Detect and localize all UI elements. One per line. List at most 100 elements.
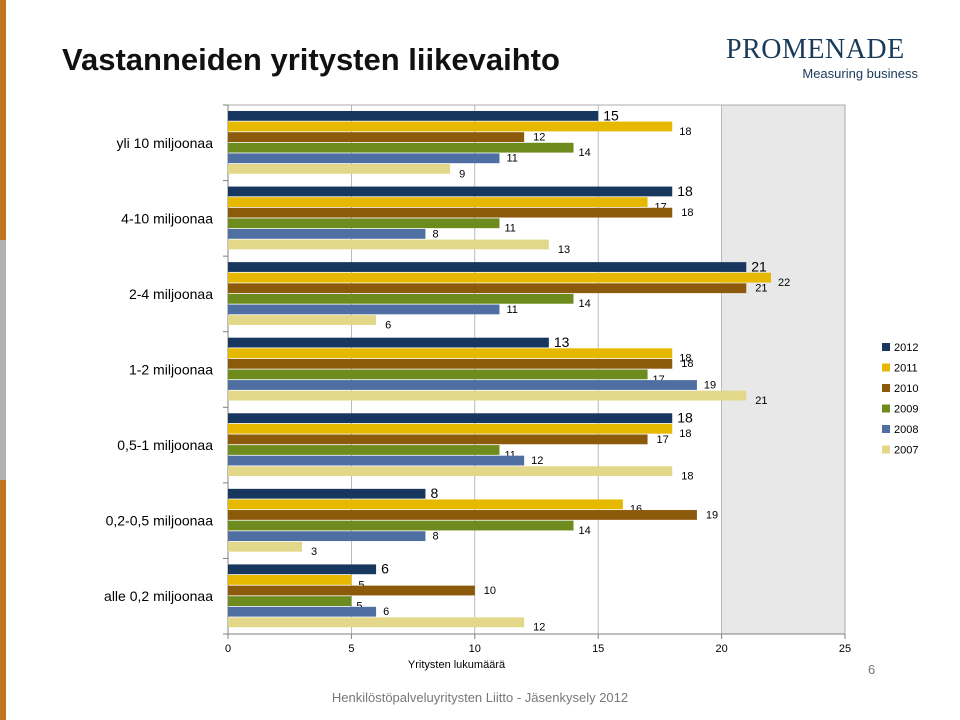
- bar-2009: [228, 445, 500, 455]
- bar-2012: [228, 564, 377, 575]
- data-label: 14: [579, 525, 591, 537]
- bar-2009: [228, 596, 352, 607]
- data-label: 12: [531, 455, 543, 467]
- bar-2012: [228, 488, 426, 499]
- category-label: alle 0,2 miljoonaa: [104, 588, 213, 604]
- data-label: 11: [504, 449, 515, 461]
- logo-tagline: Measuring business: [802, 66, 918, 81]
- bar-2012: [228, 337, 549, 348]
- data-label: 15: [603, 107, 619, 123]
- bar-2010: [228, 207, 673, 218]
- legend-swatch-2008: [882, 425, 890, 433]
- legend-swatch-2007: [882, 445, 890, 454]
- bar-2007: [228, 315, 377, 325]
- data-label: 18: [681, 471, 693, 483]
- logo: PROMENADE Measuring business: [726, 34, 918, 82]
- bar-2012: [228, 110, 599, 121]
- data-label: 18: [677, 410, 693, 426]
- bar-2008: [228, 455, 525, 466]
- category-label: 1-2 miljoonaa: [129, 362, 213, 378]
- legend-label: 2008: [894, 424, 918, 436]
- data-label: 18: [681, 207, 693, 219]
- legend-label: 2010: [894, 383, 918, 395]
- legend-swatch-2012: [882, 343, 890, 351]
- data-label: 11: [506, 304, 517, 316]
- data-label: 19: [704, 379, 716, 391]
- data-label: 12: [533, 131, 545, 143]
- bar-2010: [228, 434, 648, 445]
- x-axis-title: Yritysten lukumäärä: [408, 659, 506, 671]
- bar-2010: [228, 358, 673, 369]
- bar-2009: [228, 293, 574, 304]
- category-label: 0,5-1 miljoonaa: [117, 437, 213, 453]
- x-tick-label: 25: [839, 643, 851, 655]
- legend-swatch-2009: [882, 404, 890, 413]
- bar-2008: [228, 304, 500, 315]
- bar-2010: [228, 132, 525, 142]
- bar-2008: [228, 380, 697, 390]
- data-label: 8: [430, 485, 438, 501]
- bar-2008: [228, 606, 377, 617]
- bar-2011: [228, 423, 673, 434]
- data-label: 11: [506, 153, 517, 165]
- data-label: 18: [679, 126, 691, 138]
- data-label: 17: [657, 434, 669, 446]
- bar-2011: [228, 121, 673, 132]
- bar-2008: [228, 228, 426, 239]
- bar-2010: [228, 283, 747, 294]
- bar-2007: [228, 617, 525, 628]
- data-label: 18: [681, 358, 693, 370]
- legend-swatch-2010: [882, 384, 890, 392]
- bar-2007: [228, 466, 673, 477]
- logo-name: PROMENADE: [726, 34, 905, 65]
- plot-shade-region: [721, 105, 845, 634]
- category-label: 4-10 miljoonaa: [121, 210, 213, 226]
- legend-label: 2007: [894, 445, 918, 457]
- data-label: 18: [677, 183, 693, 199]
- bar-2011: [228, 499, 623, 510]
- bar-2010: [228, 510, 697, 520]
- page-number: 6: [868, 662, 876, 677]
- x-tick-label: 10: [469, 643, 481, 655]
- legend-label: 2012: [894, 342, 918, 354]
- data-label: 5: [356, 601, 362, 613]
- left-accent-bar: [0, 0, 6, 720]
- bar-2012: [228, 413, 673, 424]
- bar-2012: [228, 186, 673, 197]
- accent-segment-bottom: [0, 480, 6, 720]
- data-label: 14: [579, 147, 591, 159]
- x-tick-label: 5: [348, 643, 354, 655]
- legend-swatch-2011: [882, 363, 890, 372]
- x-tick-label: 0: [225, 643, 231, 655]
- accent-segment-middle: [0, 240, 6, 480]
- category-label: 0,2-0,5 miljoonaa: [106, 513, 214, 529]
- bar-2007: [228, 390, 747, 401]
- data-label: 12: [533, 622, 545, 634]
- legend-label: 2011: [894, 363, 918, 375]
- bar-2009: [228, 218, 500, 229]
- bar-2011: [228, 348, 673, 359]
- data-label: 3: [311, 546, 317, 558]
- bar-2007: [228, 163, 451, 174]
- category-label: 2-4 miljoonaa: [129, 286, 213, 302]
- data-label: 18: [679, 353, 691, 365]
- data-label: 9: [459, 168, 465, 180]
- data-label: 13: [554, 334, 570, 350]
- legend-label: 2009: [894, 404, 918, 416]
- data-label: 14: [579, 298, 591, 310]
- bar-2008: [228, 153, 500, 164]
- data-label: 21: [755, 283, 767, 295]
- data-label: 21: [755, 395, 767, 407]
- data-label: 10: [484, 585, 496, 597]
- data-label: 6: [381, 561, 389, 577]
- data-label: 8: [432, 228, 438, 240]
- bar-2012: [228, 262, 747, 272]
- accent-segment-top: [0, 0, 6, 240]
- bar-2011: [228, 575, 352, 585]
- bar-2009: [228, 369, 648, 380]
- data-label: 22: [778, 277, 790, 289]
- data-label: 11: [504, 223, 515, 235]
- data-label: 6: [383, 606, 389, 618]
- data-label: 5: [358, 579, 364, 591]
